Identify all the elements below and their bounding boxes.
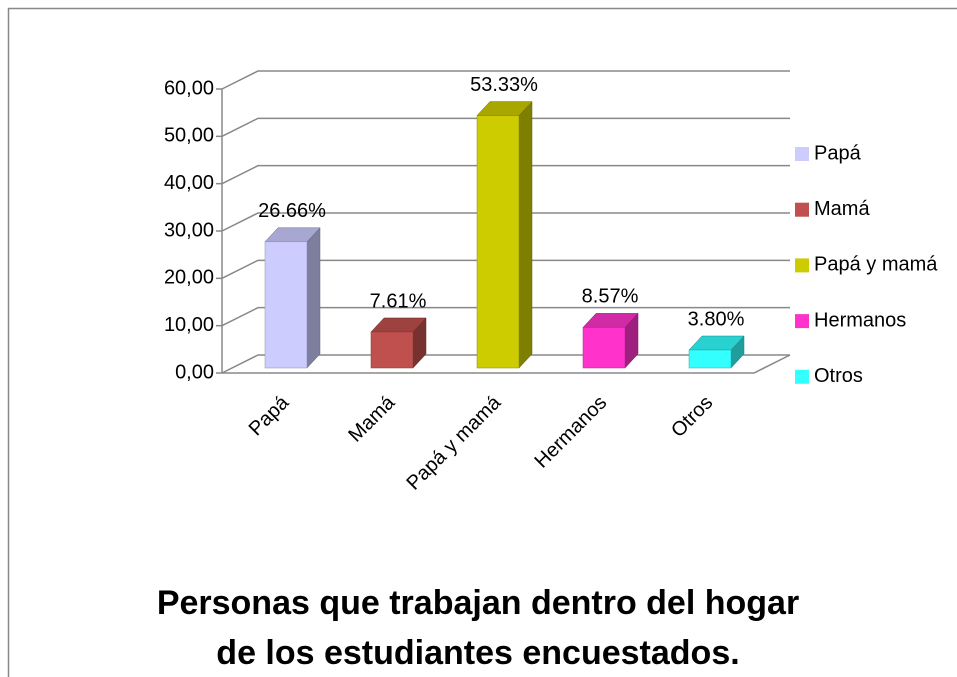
legend-label: Otros <box>814 365 863 387</box>
data-label: 26.66% <box>258 200 326 222</box>
legend-label: Hermanos <box>814 309 906 331</box>
chart-title: de los estudiantes encuestados. <box>216 634 739 672</box>
bar <box>370 331 414 369</box>
data-label: 8.57% <box>582 286 639 308</box>
legend-swatch <box>795 258 809 273</box>
grid-line <box>221 259 790 280</box>
data-label: 3.80% <box>688 308 745 330</box>
legend-label: Papá y mamá <box>814 254 938 276</box>
y-tick-label: 30,00 <box>164 219 214 241</box>
legend-swatch <box>795 202 809 217</box>
grid-line <box>221 164 790 185</box>
y-tick-label: 0,00 <box>175 361 214 383</box>
grid-line <box>221 70 790 90</box>
chart-title: Personas que trabajan dentro del hogar <box>157 584 799 622</box>
y-tick-label: 10,00 <box>164 314 214 336</box>
legend-label: Papá <box>814 142 862 164</box>
legend-swatch <box>795 369 809 384</box>
bar <box>582 327 626 369</box>
y-tick-label: 60,00 <box>164 77 214 99</box>
bar <box>264 241 308 369</box>
grid-line <box>221 117 790 138</box>
bar-side <box>518 100 533 369</box>
grid-line <box>221 212 790 232</box>
y-tick-label: 50,00 <box>164 125 214 147</box>
legend-label: Mamá <box>814 198 870 220</box>
bar-side <box>306 227 321 369</box>
legend-swatch <box>795 314 809 329</box>
data-label: 53.33% <box>470 74 538 96</box>
y-tick-label: 40,00 <box>164 172 214 194</box>
bar <box>476 115 520 369</box>
bar <box>688 349 732 369</box>
y-tick-label: 20,00 <box>164 267 214 289</box>
legend-swatch <box>795 147 809 161</box>
grid-line <box>221 306 790 327</box>
data-label: 7.61% <box>370 290 427 312</box>
